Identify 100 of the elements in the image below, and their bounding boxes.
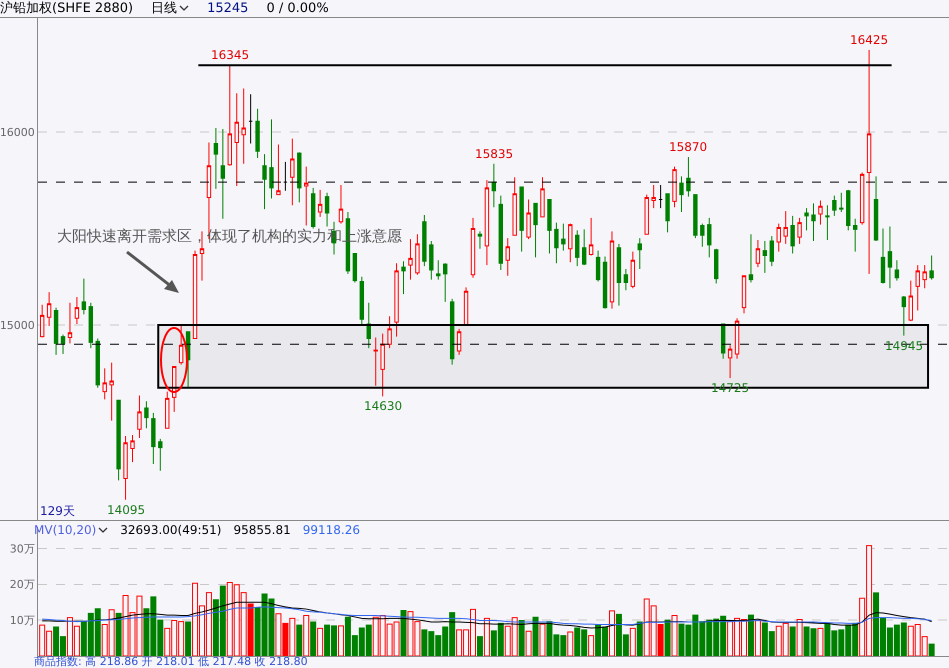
- text: 15245: [207, 1, 248, 16]
- candlestick: [158, 438, 162, 472]
- candlestick: [922, 264, 927, 289]
- candlestick: [624, 268, 628, 291]
- candlestick: [220, 128, 226, 220]
- annotation: 15835: [475, 147, 514, 161]
- candlestick: [686, 156, 691, 198]
- candlestick: [262, 154, 267, 210]
- candlestick: [665, 193, 670, 233]
- candlestick: [464, 286, 468, 326]
- candlestick: [102, 368, 107, 400]
- candlestick: [902, 296, 906, 336]
- candlestick: [693, 194, 698, 239]
- candlestick: [492, 163, 496, 208]
- bar: [476, 636, 483, 656]
- text: 99118.26: [302, 523, 360, 537]
- candlestick: [228, 64, 232, 166]
- candlestick: [269, 118, 274, 200]
- candlestick: [825, 204, 830, 241]
- candlestick: [478, 230, 482, 250]
- candlestick: [547, 198, 552, 254]
- candlestick: [200, 230, 204, 282]
- candlestick: [338, 184, 344, 224]
- candlestick: [616, 243, 622, 306]
- candlestick: [96, 338, 100, 388]
- annotation: 14630: [364, 399, 402, 413]
- candlestick: [811, 202, 816, 242]
- bar: [748, 614, 754, 656]
- candlestick: [734, 318, 740, 360]
- candlestick: [88, 302, 94, 349]
- candlestick: [790, 215, 795, 254]
- candlestick: [916, 264, 920, 312]
- annotation: 14095: [107, 503, 146, 517]
- candlestick: [318, 189, 322, 218]
- candlestick: [929, 254, 934, 280]
- candlestick: [748, 234, 754, 284]
- candlestick: [374, 337, 378, 386]
- candlestick: [568, 223, 572, 263]
- candlestick: [366, 302, 371, 349]
- text: 0 / 0.00%: [266, 1, 329, 16]
- candlestick: [470, 217, 476, 278]
- candlestick: [852, 218, 858, 252]
- candlestick: [540, 176, 545, 218]
- y-tick-label: 20万: [10, 578, 35, 592]
- bar: [185, 621, 192, 656]
- candlestick: [880, 228, 886, 284]
- candlestick: [276, 144, 281, 196]
- candlestick: [82, 278, 86, 315]
- candlestick: [554, 222, 559, 264]
- y-tick-label: 15000: [0, 318, 35, 332]
- candlestick: [290, 138, 295, 206]
- candlestick: [304, 166, 308, 226]
- candlestick: [144, 400, 149, 429]
- candlestick: [832, 195, 837, 216]
- candlestick: [860, 172, 864, 226]
- candlestick: [46, 292, 52, 326]
- candlestick: [352, 253, 358, 284]
- annotation: 16345: [211, 48, 250, 62]
- candlestick: [255, 108, 260, 158]
- candlestick: [498, 195, 503, 270]
- candlestick: [770, 236, 774, 267]
- bar: [400, 610, 407, 656]
- candlestick: [408, 238, 413, 280]
- candlestick: [818, 200, 823, 226]
- line-series: [42, 602, 932, 629]
- text: 95855.81: [233, 523, 291, 537]
- candlestick: [908, 280, 913, 322]
- candlestick: [380, 333, 385, 397]
- candlestick: [742, 275, 746, 314]
- candlestick: [575, 230, 580, 267]
- candlestick: [658, 184, 663, 209]
- bar: [928, 644, 935, 656]
- candlestick: [866, 49, 872, 274]
- candlestick: [888, 226, 892, 289]
- candlestick: [283, 161, 288, 192]
- candlestick: [297, 152, 302, 203]
- candlestick: [123, 436, 128, 500]
- candlestick: [151, 412, 156, 465]
- candlestick: [728, 344, 732, 379]
- candlestick: [797, 217, 802, 244]
- candlestick: [214, 128, 218, 190]
- candlestick: [116, 400, 121, 481]
- line-series: [42, 606, 932, 625]
- y-tick-label: 30万: [10, 542, 35, 556]
- candlestick: [512, 176, 517, 236]
- candlestick: [443, 262, 448, 302]
- candlestick: [310, 187, 316, 229]
- candlestick: [360, 276, 364, 326]
- candlestick: [644, 194, 649, 235]
- candlestick: [248, 94, 253, 144]
- y-tick-label: 16000: [0, 126, 35, 139]
- candlestick: [192, 250, 198, 340]
- text: 日线: [151, 1, 178, 16]
- candlestick: [137, 394, 142, 438]
- candlestick: [415, 234, 420, 276]
- candlestick: [672, 166, 677, 208]
- candlestick: [40, 304, 44, 338]
- bar: [310, 621, 316, 656]
- candlestick: [60, 334, 66, 354]
- candlestick: [804, 208, 809, 231]
